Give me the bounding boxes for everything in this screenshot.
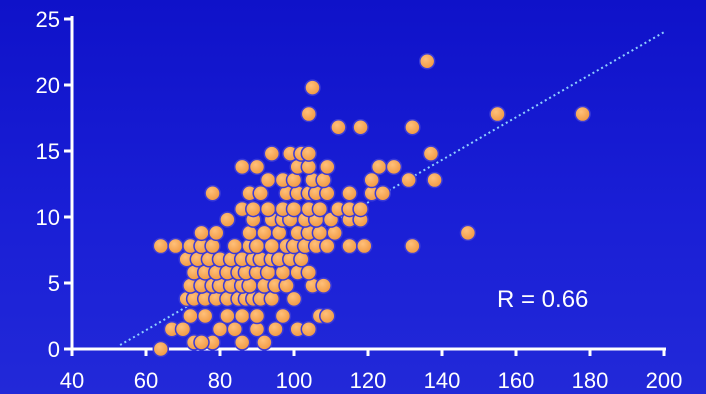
data-point — [226, 237, 244, 255]
data-point — [226, 320, 244, 338]
data-point — [285, 290, 303, 308]
data-point — [363, 171, 380, 189]
data-point — [330, 118, 347, 136]
data-point — [259, 200, 277, 218]
data-point — [256, 334, 273, 351]
data-point — [352, 200, 369, 218]
x-tick-label: 200 — [646, 368, 683, 393]
correlation-annotation: R = 0.66 — [497, 286, 588, 313]
data-point — [248, 158, 266, 176]
data-point — [352, 118, 369, 136]
data-point — [233, 307, 251, 325]
y-tick-label: 15 — [36, 139, 60, 164]
data-point — [152, 237, 170, 255]
data-point — [252, 184, 269, 202]
data-point — [459, 224, 477, 242]
data-point — [426, 171, 443, 189]
data-point — [233, 334, 251, 351]
data-point — [300, 145, 318, 162]
data-point — [304, 79, 321, 96]
data-point — [259, 171, 277, 189]
y-tick-label: 5 — [48, 271, 60, 296]
data-point — [341, 237, 358, 255]
data-point — [404, 118, 421, 136]
data-point — [219, 307, 236, 325]
data-point — [404, 237, 421, 255]
data-point — [182, 307, 199, 325]
data-point — [300, 320, 318, 338]
data-point — [422, 145, 440, 162]
data-point — [418, 52, 436, 70]
data-point — [356, 237, 373, 255]
x-tick-label: 180 — [572, 368, 609, 393]
data-points — [152, 52, 591, 358]
data-point — [233, 158, 251, 176]
data-point — [319, 158, 336, 176]
data-point — [263, 145, 281, 162]
y-tick-label: 10 — [36, 205, 60, 230]
data-point — [267, 320, 284, 338]
data-point — [196, 307, 214, 325]
data-point — [319, 307, 336, 325]
data-point — [174, 320, 192, 338]
data-point — [193, 334, 210, 351]
data-point — [385, 158, 403, 176]
axes — [64, 16, 666, 356]
y-tick-label: 0 — [48, 337, 60, 362]
data-point — [245, 200, 262, 218]
data-point — [341, 184, 358, 202]
data-point — [400, 171, 417, 189]
data-point — [274, 307, 292, 325]
data-point — [574, 105, 591, 123]
x-tick-label: 100 — [276, 368, 313, 393]
data-point — [204, 184, 221, 202]
data-point — [319, 237, 336, 255]
data-point — [311, 200, 329, 218]
data-point — [300, 105, 318, 123]
data-point — [167, 237, 184, 255]
data-point — [208, 224, 225, 242]
x-tick-label: 160 — [498, 368, 535, 393]
y-tick-label: 25 — [36, 7, 60, 32]
data-point — [300, 264, 318, 281]
data-point — [219, 211, 236, 228]
data-point — [315, 277, 332, 294]
data-point — [374, 184, 392, 202]
data-point — [193, 224, 210, 242]
data-point — [370, 158, 388, 176]
data-point — [489, 105, 506, 123]
x-tick-label: 40 — [60, 368, 84, 393]
x-tick-label: 120 — [350, 368, 387, 393]
x-tick-label: 140 — [424, 368, 461, 393]
x-tick-label: 80 — [208, 368, 232, 393]
x-tick-label: 60 — [134, 368, 158, 393]
y-tick-label: 20 — [36, 73, 60, 98]
tick-labels: 0 5 10 15 20 25 40 60 80 100 120 140 160 180 200 — [36, 7, 683, 393]
data-point — [248, 307, 266, 325]
data-point — [152, 340, 170, 358]
data-point — [285, 200, 303, 218]
